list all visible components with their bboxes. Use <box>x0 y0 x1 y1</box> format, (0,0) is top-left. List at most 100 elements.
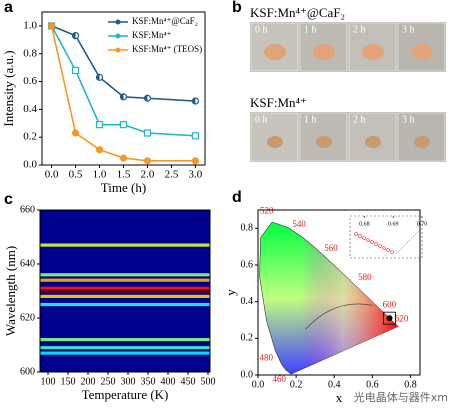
time-label: 3 h <box>402 24 415 35</box>
marker-half <box>192 98 196 105</box>
marker-half <box>96 74 100 81</box>
marker-half <box>144 95 148 102</box>
inset-dot <box>378 244 382 248</box>
wavelength-label: 620 <box>395 313 409 323</box>
panel-label: d <box>232 189 242 206</box>
inset-dot <box>362 236 366 240</box>
legend-label: KSF:Mn⁴⁺ (TEOS) <box>132 44 202 54</box>
x-axis-label: Time (h) <box>101 180 146 195</box>
gamut-overlay <box>259 222 399 375</box>
inset <box>349 215 423 259</box>
powder <box>365 136 381 148</box>
x-axis-label: x <box>336 390 343 405</box>
powder <box>362 44 384 60</box>
marker-half <box>72 32 76 39</box>
y-axis-label: y <box>223 289 238 296</box>
time-label: 2 h <box>353 114 366 125</box>
time-label: 0 h <box>255 24 268 35</box>
group-title: KSF:Mn⁴⁺ <box>250 95 307 110</box>
band <box>40 351 210 355</box>
time-label: 3 h <box>402 114 415 125</box>
y-tick-label: 0.6 <box>23 75 37 87</box>
marker <box>119 121 128 129</box>
legend-label: KSF:Mn⁴⁺@CaF₂ <box>132 16 198 26</box>
planck <box>305 303 373 330</box>
x-tick-label: 0.5 <box>69 169 83 181</box>
marker <box>143 157 152 165</box>
time-label: 0 h <box>255 114 268 125</box>
y-tick-label: 0.8 <box>23 47 37 59</box>
panel-label: c <box>4 191 13 208</box>
marker <box>191 132 200 140</box>
band <box>40 278 210 282</box>
marker-half <box>120 93 124 100</box>
band <box>40 273 210 277</box>
x-tick-label: 1.0 <box>93 169 107 181</box>
group-title: KSF:Mn⁴⁺@CaF₂ <box>250 5 345 20</box>
x-tick-label: 0.8 <box>404 379 417 390</box>
inset-dot <box>358 234 362 238</box>
time-label: 2 h <box>353 24 366 35</box>
y-axis-label: Wavelength (nm) <box>3 246 18 336</box>
x-tick-label: 300 <box>121 376 136 387</box>
powder <box>267 136 283 148</box>
powder <box>414 136 430 148</box>
inset-dot <box>370 240 374 244</box>
time-label: 1 h <box>304 114 317 125</box>
y-tick-label: 0.2 <box>241 333 254 344</box>
marker <box>119 154 128 162</box>
x-tick-label: 250 <box>101 376 116 387</box>
inset-dot <box>382 246 386 250</box>
band <box>40 286 210 290</box>
band <box>40 302 210 307</box>
marker <box>95 121 104 129</box>
inset-dot <box>374 242 378 246</box>
powder <box>264 44 286 60</box>
plot-frame <box>39 209 211 373</box>
powder <box>313 44 335 60</box>
wavelength-label: 480 <box>259 352 273 362</box>
inset-dot <box>366 238 370 242</box>
y-tick-label: 1.0 <box>23 19 37 31</box>
y-tick-label: 0.6 <box>241 259 254 270</box>
x-tick-label: 350 <box>141 376 156 387</box>
plot-frame <box>41 11 206 166</box>
y-tick-label: 0.4 <box>23 103 37 115</box>
band <box>40 243 210 247</box>
y-tick-label: 0.0 <box>241 369 254 380</box>
inset-tick-label: 0.69 <box>388 221 399 227</box>
panel-label: a <box>4 0 13 16</box>
legend-label: KSF:Mn⁴⁺ <box>132 30 172 40</box>
zoom-box <box>383 311 396 325</box>
legend-marker <box>115 19 121 25</box>
y-tick-label: 640 <box>20 258 35 269</box>
band <box>40 289 210 293</box>
wavelength-label: 600 <box>383 299 397 309</box>
marker <box>191 157 200 165</box>
legend-marker <box>115 33 121 39</box>
time-label: 1 h <box>304 24 317 35</box>
y-tick-label: 0.8 <box>241 223 254 234</box>
marker <box>71 129 80 137</box>
wavelength-label: 460 <box>272 374 286 384</box>
marker <box>143 129 152 137</box>
y-tick-label: 620 <box>20 312 35 323</box>
wavelength-label: 580 <box>358 272 372 282</box>
x-tick-label: 0.4 <box>328 379 341 390</box>
x-tick-label: 500 <box>201 376 216 387</box>
plot-frame <box>257 209 421 376</box>
inset-dot <box>354 232 358 236</box>
x-tick-label: 200 <box>81 376 96 387</box>
inset-tick-label: 0.68 <box>359 221 370 227</box>
wavelength-label: 540 <box>292 219 306 229</box>
color-point <box>386 315 393 322</box>
series-line <box>50 25 196 162</box>
marker <box>47 22 56 30</box>
x-tick-label: 400 <box>161 376 176 387</box>
y-tick-label: 0.4 <box>241 296 254 307</box>
y-tick-label: 600 <box>20 366 35 377</box>
y-tick-label: 660 <box>20 204 35 215</box>
x-tick-label: 150 <box>61 376 76 387</box>
x-axis-label: Temperature (K) <box>82 387 169 402</box>
